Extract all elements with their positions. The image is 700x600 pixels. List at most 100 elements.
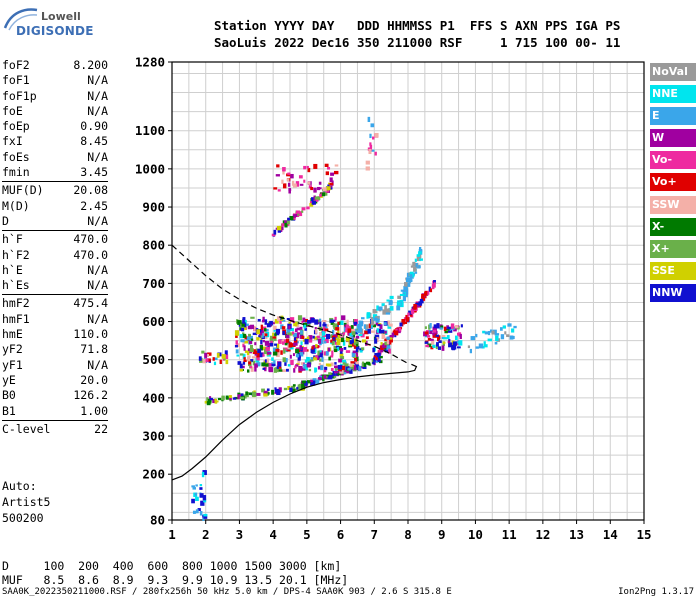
- echo-point: [259, 352, 263, 358]
- echo-point: [427, 337, 432, 341]
- echo-point: [344, 370, 347, 374]
- echo-point: [286, 348, 291, 352]
- param-name: h`F2: [2, 247, 30, 262]
- echo-point: [287, 172, 291, 175]
- legend-item-vo: Vo-: [650, 151, 696, 170]
- echo-point: [430, 288, 433, 293]
- echo-point: [310, 379, 313, 383]
- echo-point: [292, 214, 296, 218]
- legend-item-w: W: [650, 129, 696, 148]
- echo-point: [259, 330, 262, 334]
- echo-point: [444, 330, 448, 334]
- echo-point: [435, 334, 439, 337]
- echo-point: [355, 347, 359, 352]
- echo-point: [302, 347, 308, 352]
- echo-point: [197, 508, 201, 512]
- echo-point: [337, 333, 341, 339]
- echo-point: [241, 322, 245, 327]
- echo-point: [271, 389, 275, 395]
- echo-point: [274, 391, 277, 394]
- echo-point: [259, 345, 263, 351]
- echo-point: [295, 354, 300, 358]
- echo-point: [330, 172, 334, 176]
- echo-point: [405, 277, 410, 283]
- param-name: foF1p: [2, 88, 37, 103]
- echo-point: [334, 341, 338, 345]
- echo-point: [273, 325, 277, 330]
- echo-point: [337, 321, 341, 326]
- echo-point: [256, 337, 260, 341]
- echo-point: [424, 326, 427, 329]
- echo-point: [225, 359, 229, 365]
- footer-file-info: SAA0K_2022350211000.RSF / 280fx256h 50 k…: [2, 587, 452, 597]
- echo-point: [387, 324, 392, 329]
- echo-point: [332, 337, 336, 340]
- param-name: B0: [2, 388, 16, 403]
- param-row: h`Es N/A: [2, 278, 108, 293]
- echo-point: [378, 349, 382, 355]
- echo-point: [367, 361, 371, 366]
- echo-point: [281, 319, 286, 322]
- echo-point: [394, 330, 399, 336]
- echo-point: [310, 186, 314, 191]
- param-value: 20.08: [73, 183, 108, 198]
- echo-point: [330, 367, 334, 372]
- echo-point: [306, 357, 310, 362]
- echo-point: [475, 333, 478, 338]
- echo-point: [410, 265, 414, 268]
- echo-point: [204, 352, 208, 358]
- echo-point: [489, 329, 493, 333]
- echo-point: [277, 366, 282, 369]
- echo-point: [252, 360, 256, 366]
- echo-point: [365, 166, 370, 171]
- echo-point: [374, 132, 379, 138]
- echo-point: [347, 367, 351, 371]
- echo-point: [388, 299, 393, 306]
- echo-point: [280, 350, 283, 355]
- echo-point: [284, 361, 287, 366]
- header-line1: Station YYYY DAY DDD HHMMSS P1 FFS S AXN…: [214, 18, 621, 33]
- echo-point: [324, 163, 329, 167]
- echo-point: [424, 292, 428, 296]
- echo-point: [208, 358, 211, 362]
- echo-point: [263, 328, 267, 332]
- echo-point: [383, 322, 387, 326]
- echo-point: [406, 272, 411, 278]
- echo-point: [282, 170, 285, 175]
- echo-point: [323, 341, 327, 344]
- echo-point: [264, 319, 268, 325]
- echo-point: [261, 330, 264, 333]
- echo-point: [384, 305, 387, 311]
- echo-point: [312, 345, 317, 350]
- echo-point: [281, 326, 286, 330]
- echo-point: [333, 374, 337, 378]
- echo-point: [386, 340, 390, 345]
- echo-point: [431, 284, 435, 290]
- echo-point: [410, 308, 415, 314]
- echo-point: [343, 372, 347, 375]
- echo-point: [425, 344, 430, 348]
- auto-label: Auto:: [2, 479, 37, 493]
- param-row: fmin 3.45: [2, 165, 108, 180]
- echo-point: [281, 179, 284, 184]
- echo-point: [424, 293, 427, 299]
- param-row: C-level 22: [2, 422, 108, 437]
- echo-point: [405, 314, 408, 321]
- echo-point: [327, 347, 331, 352]
- echo-point: [323, 190, 328, 196]
- echo-point: [333, 323, 338, 328]
- echo-point: [319, 193, 322, 197]
- echo-point: [388, 307, 391, 314]
- echo-point: [483, 344, 488, 348]
- echo-point: [276, 365, 279, 369]
- echo-point: [343, 346, 347, 350]
- echo-point: [506, 334, 510, 338]
- param-value: N/A: [87, 213, 108, 228]
- echo-point: [337, 330, 340, 333]
- echo-point: [321, 331, 325, 336]
- echo-point: [375, 357, 378, 361]
- echo-point: [224, 350, 228, 355]
- echo-point: [235, 349, 239, 354]
- param-name: foEp: [2, 119, 30, 134]
- echo-point: [273, 333, 276, 336]
